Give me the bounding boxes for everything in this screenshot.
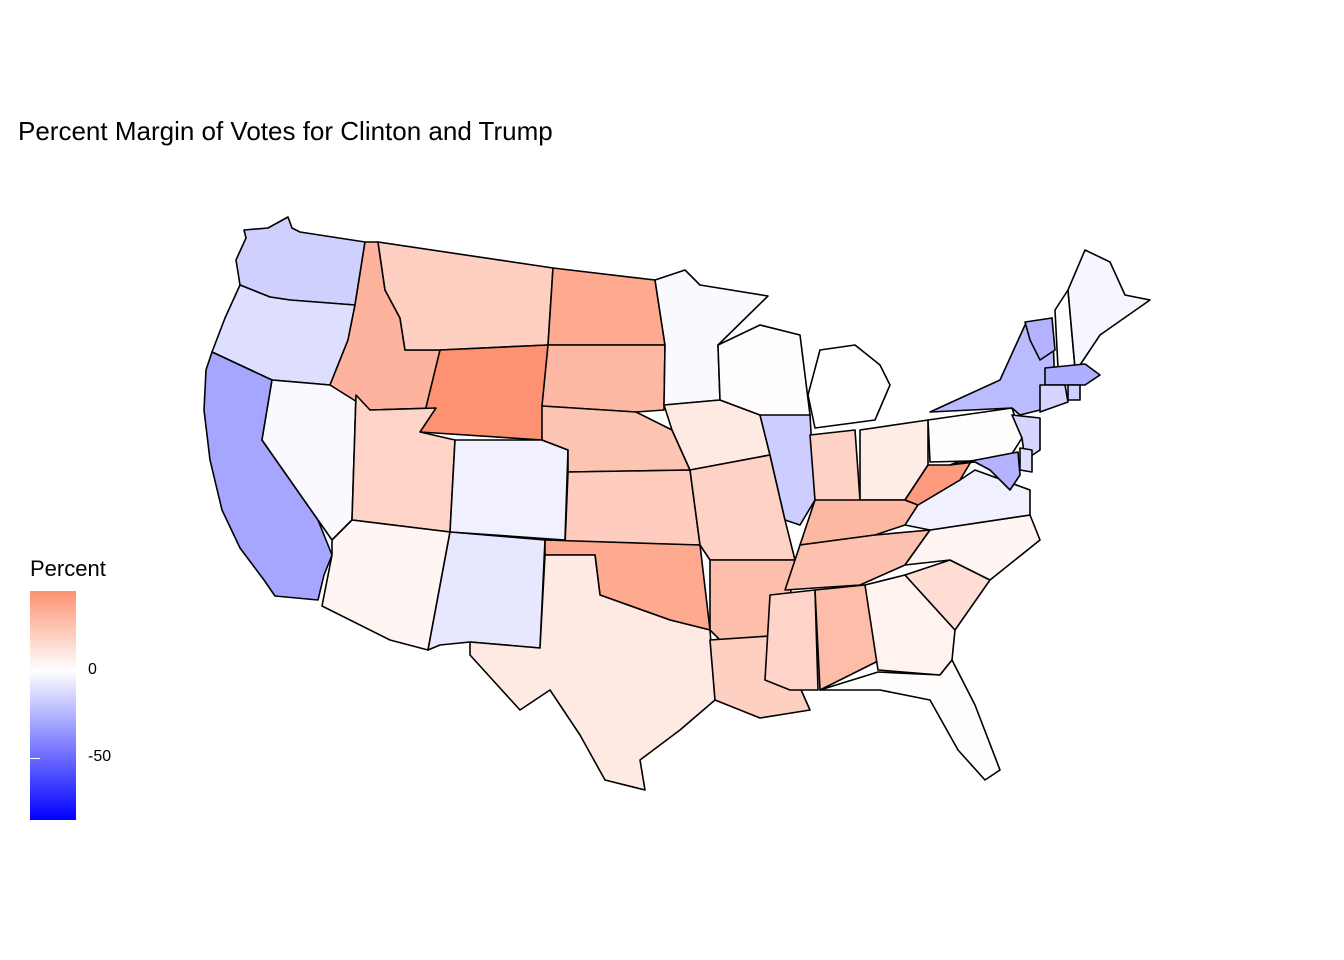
- legend-tick-0: 0: [88, 660, 97, 678]
- state-il: [759, 414, 816, 526]
- state-in: [809, 429, 861, 506]
- state-tx: [469, 554, 716, 791]
- state-ks: [564, 469, 701, 546]
- state-wy: [419, 344, 549, 441]
- legend-tick-neg50: -50: [88, 747, 112, 765]
- state-va: [904, 469, 1031, 531]
- state-ct: [1039, 384, 1069, 413]
- state-fl: [819, 659, 1001, 781]
- state-de: [1019, 447, 1033, 473]
- state-pa: [927, 407, 1023, 463]
- state-nd: [547, 267, 666, 346]
- state-az: [321, 519, 451, 651]
- state-mi: [807, 344, 891, 429]
- chart-title: Percent Margin of Votes for Clinton and …: [18, 116, 553, 146]
- state-co: [449, 439, 569, 541]
- state-ms: [764, 589, 819, 691]
- state-me: [1067, 249, 1151, 369]
- state-mt: [377, 241, 554, 351]
- legend-tick-mark-neg50: [30, 757, 40, 759]
- legend-color-bar: [30, 591, 76, 820]
- legend-tick-mark-0: [30, 670, 40, 672]
- legend-title: Percent: [30, 556, 106, 581]
- state-md: [949, 451, 1021, 491]
- state-shapes: [203, 216, 1151, 791]
- state-al: [814, 584, 881, 691]
- state-vt: [1024, 317, 1056, 361]
- state-ri: [1067, 384, 1081, 401]
- state-sd: [541, 344, 666, 413]
- state-ma: [1044, 363, 1101, 386]
